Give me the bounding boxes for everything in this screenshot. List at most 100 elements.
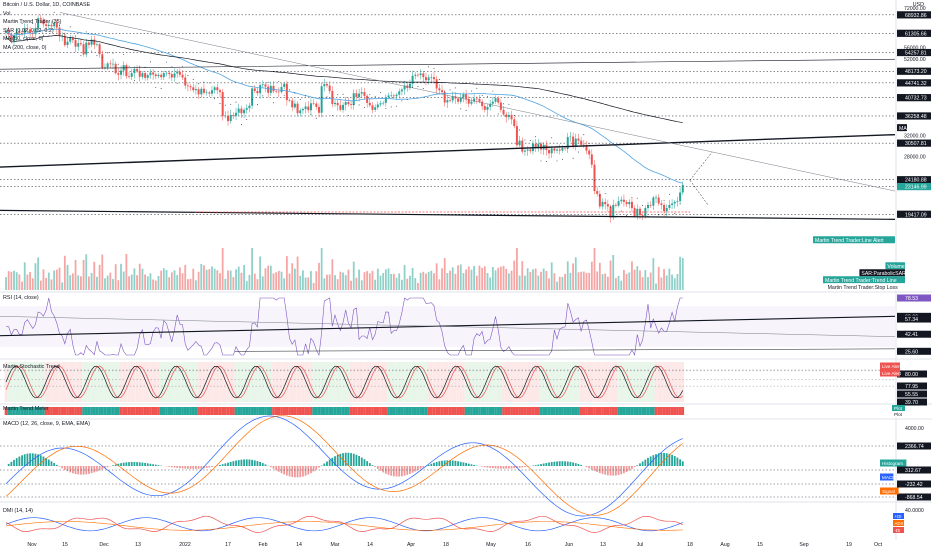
annotation-tag (885, 262, 905, 270)
volume-bar (537, 275, 540, 290)
stoch-bg-cell (98, 362, 101, 402)
rsi-level-tag (897, 347, 931, 355)
macd-histogram-bar (299, 466, 302, 478)
macd-histogram-bar (302, 466, 304, 477)
candle-body (154, 74, 157, 77)
volume-bar (216, 270, 219, 290)
legend-ma200[interactable]: MA (200, close, 0) (3, 44, 47, 51)
stoch-bg-cell (234, 362, 238, 402)
legend-sar[interactable]: SAR (0.02, 0.02, 0.2) (3, 27, 54, 34)
stoch-bg-cell (619, 362, 623, 402)
legend-martin-trend-trader[interactable]: Martin Trend Trader (35) (3, 19, 62, 26)
stoch-bg-cell (256, 362, 259, 402)
candle-body (561, 147, 564, 151)
countdown-value: 15:32 (905, 191, 918, 197)
sar-dot (203, 81, 205, 83)
volume-bar (154, 280, 157, 290)
dmi-title[interactable]: DMI (14, 14) (3, 508, 33, 514)
macd-histogram-bar (69, 466, 72, 473)
stoch-bg-cell (641, 362, 644, 402)
trend-meter-cell (178, 407, 182, 415)
symbol-title[interactable]: Bitcoin / U.S. Dollar, 1D, COINBASE (3, 2, 91, 8)
time-axis[interactable]: Nov 15 Dec 13 2022 17 Feb 14 Mar 14 Apr 18 May 16 Jun 1… (27, 542, 882, 548)
macd-pane[interactable]: 4000.00 2366.74 312.67 -232.42 -868.54 Histog… (0, 415, 931, 517)
stoch-bg-cell (60, 362, 64, 402)
trend-meter-title[interactable]: Martin Trend Meter (3, 406, 49, 412)
legend-ma50[interactable]: MA (50, close, 0) (3, 36, 44, 43)
trend-meter-cell (462, 407, 465, 415)
candle-body (283, 83, 286, 87)
sar-dot (133, 79, 135, 81)
candle-body (614, 204, 617, 206)
candle-body (652, 197, 655, 206)
candle-body (433, 77, 435, 80)
price-level-tag (897, 112, 931, 120)
price-axis-tick: 56000.00 (904, 46, 926, 52)
macd-histogram-bar (580, 464, 583, 466)
stoch-bg-cell (95, 362, 99, 402)
macd-title[interactable]: MACD (12, 26, close, 9, EMA, EMA) (3, 421, 90, 427)
candle-body (390, 95, 393, 97)
stoch-title[interactable]: Martin Stochastic Trend (3, 364, 60, 370)
macd-histogram-bar (125, 462, 128, 466)
candle-body (320, 86, 323, 113)
rsi-title[interactable]: RSI (14, close) (3, 295, 39, 301)
sar-dot (449, 89, 451, 91)
trend-meter-cell (574, 407, 578, 415)
stoch-bg-cell (157, 362, 160, 402)
trend-meter-cell (438, 407, 441, 415)
trend-meter-cell (218, 407, 222, 415)
candle-body (350, 104, 353, 105)
legend-volume[interactable]: Vol (3, 10, 11, 17)
trend-meter-cell (547, 407, 551, 415)
candle-body (366, 95, 369, 103)
candle-body (566, 137, 569, 149)
candle-body (304, 106, 307, 109)
macd-histogram-bar (516, 466, 518, 469)
macd-histogram-bar (63, 466, 66, 470)
volume-bar (395, 277, 398, 290)
stoch-bg-cell (285, 362, 289, 402)
stoch-bg-cell (563, 362, 567, 402)
macd-histogram-bar (200, 466, 203, 469)
price-axis[interactable]: 72000.00 56000.00 52000.00 32000.00 28000.00… (813, 6, 931, 291)
stoch-bg-cell (106, 362, 109, 402)
candle-body (462, 94, 465, 98)
macd-histogram-bar (524, 466, 526, 468)
sar-dot (433, 68, 435, 70)
volume-bar (227, 270, 229, 290)
price-level-tag (897, 94, 931, 102)
trend-meter-cell (189, 407, 192, 415)
trend-meter-cell (392, 407, 396, 415)
trend-meter-cell (403, 407, 406, 415)
stoch-bg-cell (494, 362, 497, 402)
candle-body (176, 71, 179, 74)
volume-bar (269, 265, 272, 290)
trend-meter-cell (47, 407, 51, 415)
stoch-bg-cell (446, 362, 449, 402)
trend-meter-cell (502, 407, 505, 415)
stoch-bg-cell (237, 362, 241, 402)
trend-meter-cell (210, 407, 214, 415)
price-pane[interactable] (0, 11, 896, 290)
trend-meter-cell (141, 407, 144, 415)
trend-meter-cell (416, 407, 420, 415)
sar-dot (208, 82, 210, 84)
trend-meter-cell (662, 407, 666, 415)
stoch-pane[interactable]: 80.00 77.95 55.55 39.70 Live Alert Live Alert (0, 362, 927, 406)
annotation-label: Martin Trend Trader:Trend Line (825, 278, 897, 284)
volume-bar (31, 278, 34, 290)
volume-bar (425, 273, 427, 290)
dmi-pane[interactable]: 40.0000+DI ADX -DI (5, 508, 924, 533)
volume-bar (173, 270, 176, 290)
stoch-bg-cell (595, 362, 599, 402)
stoch-bg-cell (601, 362, 604, 402)
trend-meter-cell (475, 407, 479, 415)
sar-dot (513, 114, 515, 116)
candle-body (66, 41, 69, 46)
stoch-bg-cell (395, 362, 398, 402)
volume-bar (617, 276, 620, 290)
